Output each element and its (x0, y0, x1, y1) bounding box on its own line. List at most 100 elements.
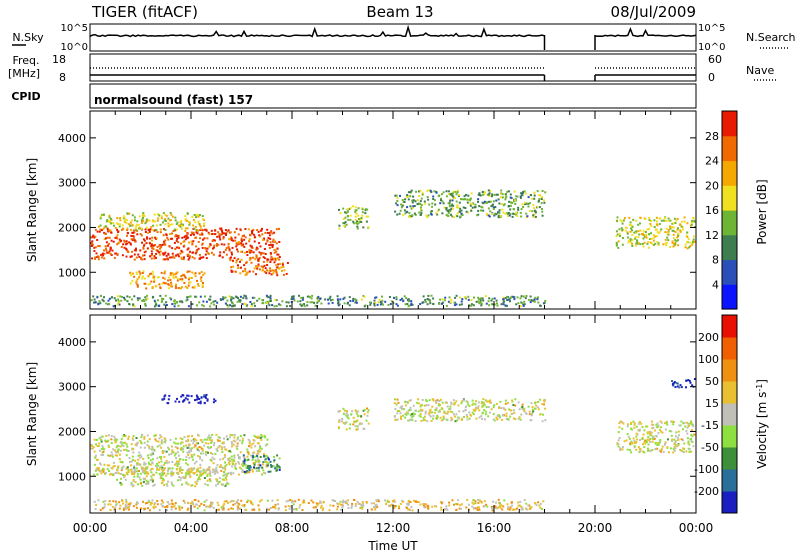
power-cell (100, 295, 102, 298)
velocity-cell (163, 395, 166, 398)
power-cell (439, 202, 442, 205)
power-cell (102, 300, 105, 303)
power-cell (616, 230, 618, 233)
velocity-cell (217, 436, 220, 439)
power-cell (450, 213, 452, 216)
power-cell (176, 237, 179, 240)
power-cell (246, 271, 249, 274)
power-cell (524, 201, 527, 204)
velocity-cell (433, 411, 436, 414)
power-cell (240, 266, 242, 269)
power-cell (490, 299, 493, 302)
power-cell (101, 252, 104, 255)
velocity-cell (194, 498, 197, 501)
velocity-cell (188, 451, 191, 454)
power-cell (489, 190, 492, 193)
velocity-cell (248, 442, 251, 445)
power-cell (504, 196, 507, 199)
power-cell (671, 226, 673, 228)
velocity-cell (329, 504, 332, 507)
power-cell (142, 246, 145, 249)
power-cell (543, 201, 546, 204)
velocity-cell (670, 430, 673, 433)
velocity-cell (181, 448, 184, 451)
power-cell (360, 298, 363, 301)
power-cell (198, 257, 201, 260)
power-cell (502, 296, 505, 299)
velocity-cell (539, 398, 542, 401)
power-cell (470, 209, 473, 212)
velocity-cell (111, 455, 114, 458)
velocity-cell (354, 409, 357, 412)
power-cell (195, 295, 198, 298)
power-cell (537, 301, 540, 304)
power-cell (218, 233, 221, 236)
velocity-cell (462, 399, 465, 402)
power-cell (261, 233, 264, 236)
velocity-cell (367, 422, 370, 425)
power-cell (405, 196, 408, 199)
power-cell (374, 296, 377, 299)
power-cell (163, 240, 165, 243)
power-cell (224, 296, 227, 299)
velocity-cell (116, 478, 118, 481)
velocity-cell (636, 438, 638, 441)
velocity-cell (144, 502, 147, 505)
power-cell (406, 303, 409, 305)
velocity-cell (351, 410, 354, 413)
velocity-cell (159, 466, 162, 469)
velocity-cell (197, 478, 199, 481)
power-cell (168, 245, 171, 247)
velocity-colorbar-segment (722, 447, 737, 470)
velocity-cell (193, 438, 196, 440)
velocity-cell (101, 435, 104, 438)
velocity-cell (203, 509, 206, 512)
velocity-cell (251, 468, 254, 471)
power-cell (113, 224, 115, 227)
power-cell (176, 279, 179, 282)
power-cell (210, 251, 213, 254)
velocity-cell (644, 442, 647, 445)
power-cell (175, 234, 178, 236)
power-cell (169, 285, 172, 288)
power-cell (656, 220, 658, 223)
power-cell (169, 297, 172, 300)
power-cell (182, 258, 185, 261)
velocity-cell (94, 454, 97, 457)
velocity-cell (528, 413, 531, 416)
power-cell (230, 299, 232, 302)
velocity-cell (649, 431, 652, 434)
power-cell (520, 194, 523, 197)
power-cell (230, 237, 233, 240)
velocity-cell (428, 414, 431, 417)
velocity-cell (274, 507, 277, 510)
power-cell (311, 301, 314, 304)
velocity-cell (543, 403, 545, 406)
velocity-cell (396, 410, 399, 412)
power-cell (497, 216, 500, 219)
velocity-cell (225, 463, 228, 466)
velocity-cell (471, 505, 474, 508)
velocity-cell (236, 438, 239, 441)
velocity-cell (262, 469, 265, 472)
velocity-cell (225, 473, 228, 476)
velocity-cell (682, 428, 684, 431)
power-cell (506, 304, 508, 307)
power-cell (158, 214, 161, 217)
power-cell (148, 230, 151, 233)
power-cell (207, 231, 210, 234)
power-cell (195, 225, 197, 228)
power-cell (660, 228, 663, 231)
power-cell (516, 195, 519, 198)
velocity-cell (132, 458, 135, 461)
velocity-cell (336, 508, 339, 511)
power-cell (260, 252, 263, 255)
velocity-cell (251, 508, 254, 511)
power-cell (395, 194, 398, 197)
power-cell (242, 270, 245, 273)
power-cell (453, 304, 456, 307)
velocity-cell (365, 501, 368, 504)
velocity-cell (129, 469, 132, 471)
velocity-cell (111, 453, 114, 456)
velocity-cell (417, 410, 420, 413)
